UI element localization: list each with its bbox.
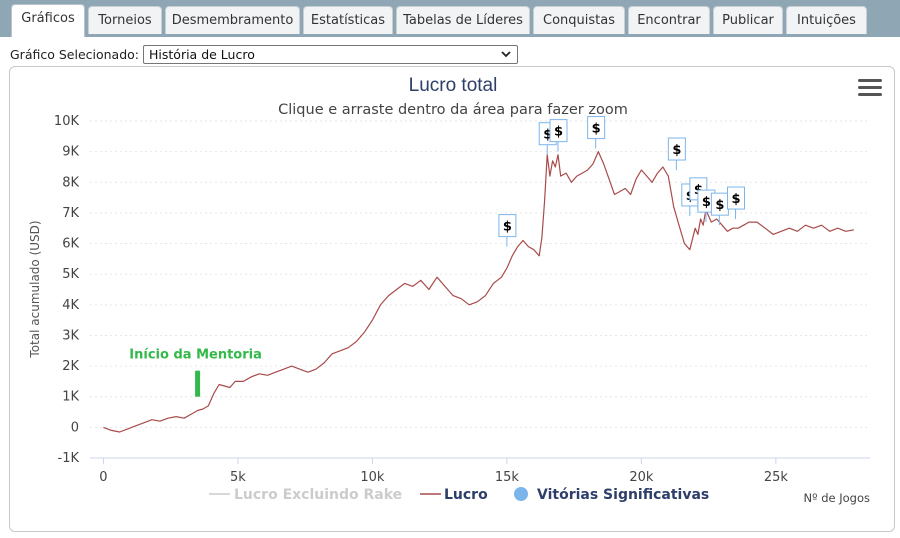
mentorship-marker [195, 370, 201, 397]
flag-label: $ [672, 143, 681, 158]
flag-box [727, 186, 746, 210]
chart-selector-label: Gráfico Selecionado: [10, 46, 140, 62]
legend-item-lucro-excluindo-rake[interactable]: Lucro Excluindo Rake [234, 487, 402, 503]
x-tick-label: 0 [99, 470, 107, 485]
y-tick-label: 8K [62, 175, 79, 190]
x-tick-label: 5k [230, 470, 246, 485]
tab-bar: Gráficos Torneios Desmembramento Estatís… [0, 0, 900, 37]
mentorship-annotation: Início da Mentoria [129, 348, 262, 397]
significant-win-flag[interactable]: $ [667, 137, 686, 171]
chart-selector-row: Gráfico Selecionado: História de Lucro [10, 44, 519, 64]
series-line-lucro [103, 151, 855, 433]
flag-box [549, 119, 568, 143]
flag-label: $ [503, 220, 512, 235]
tab-tabelas-de-lideres[interactable]: Tabelas de Líderes [396, 6, 530, 34]
x-tick-label: 25k [764, 470, 789, 485]
chevron-down-icon [501, 50, 511, 57]
tab-encontrar[interactable]: Encontrar [628, 6, 710, 34]
significant-win-flag[interactable]: $ [549, 119, 568, 152]
legend-item-vitorias-significativas[interactable]: Vitórias Significativas [537, 487, 709, 503]
flag-label: $ [702, 195, 711, 210]
y-tick-label: 0 [71, 420, 79, 435]
chart-select[interactable]: História de Lucro [143, 44, 519, 64]
flag-label: $ [715, 198, 724, 213]
significant-win-flags: $$$$$$$$$$ [498, 116, 746, 247]
flag-box [587, 116, 606, 140]
y-tick-label: 4K [62, 298, 79, 313]
chart-title: Lucro total [409, 75, 498, 96]
y-tick-label: 5K [62, 267, 79, 282]
chart-select-value: História de Lucro [149, 46, 255, 62]
x-tick-label: 20k [629, 470, 654, 485]
grid-lines [90, 120, 870, 428]
x-tick-label: 15k [495, 470, 520, 485]
x-ticks: 0 5k 10k 15k 20k 25k [99, 458, 788, 485]
significant-win-flag[interactable]: $ [587, 116, 606, 149]
y-tick-label: 1K [62, 390, 79, 405]
significant-win-flag[interactable]: $ [498, 214, 517, 247]
tab-graficos[interactable]: Gráficos [11, 4, 85, 37]
tab-torneios[interactable]: Torneios [88, 6, 162, 34]
legend-item-lucro[interactable]: Lucro [444, 487, 488, 503]
tab-intuicoes[interactable]: Intuições [786, 6, 867, 34]
flag-box [667, 137, 686, 161]
flag-box [498, 214, 517, 238]
y-tick-label: 10K [54, 114, 80, 129]
mentorship-label: Início da Mentoria [129, 348, 262, 363]
y-ticks: -1K 0 1K 2K 3K 4K 5K 6K 7K 8K 9K 10K [54, 114, 80, 466]
tab-estatisticas[interactable]: Estatísticas [303, 6, 393, 34]
x-axis-label: Nº de Jogos [804, 491, 870, 505]
series-lines [103, 151, 855, 433]
hamburger-menu-icon[interactable] [858, 79, 882, 101]
tab-conquistas[interactable]: Conquistas [533, 6, 625, 34]
flag-label: $ [592, 122, 601, 137]
y-axis-label: Total acumulado (USD) [28, 220, 42, 358]
y-tick-label: 2K [62, 359, 79, 374]
flag-label: $ [554, 125, 563, 140]
flag-label: $ [543, 128, 552, 143]
y-tick-label: -1K [58, 451, 80, 466]
y-tick-label: 9K [62, 145, 79, 160]
chart-subtitle: Clique e arraste dentro da área para faz… [278, 102, 628, 118]
flag-label: $ [731, 192, 740, 207]
y-tick-label: 6K [62, 237, 79, 252]
chart-container [9, 66, 895, 532]
x-tick-label: 10k [360, 470, 385, 485]
y-tick-label: 7K [62, 206, 79, 221]
legend: Lucro Excluindo Rake Lucro Vitórias Sign… [209, 487, 709, 503]
tab-desmembramento[interactable]: Desmembramento [165, 6, 300, 34]
legend-swatch-vitorias-significativas [514, 487, 528, 501]
significant-win-flag[interactable]: $ [727, 186, 746, 220]
tab-publicar[interactable]: Publicar [713, 6, 783, 34]
y-tick-label: 3K [62, 328, 79, 343]
